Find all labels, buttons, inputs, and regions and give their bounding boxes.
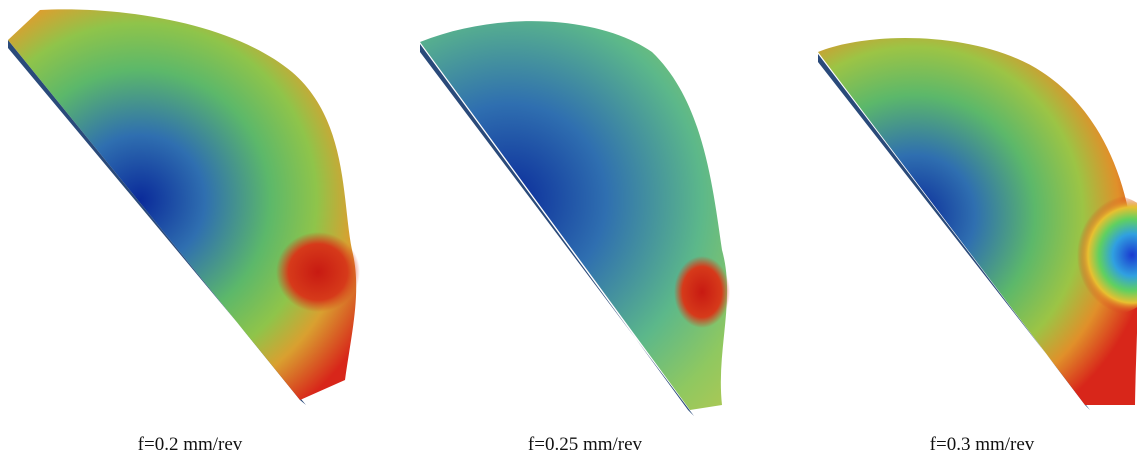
surface-map [420,21,728,410]
surface-map [818,38,1137,405]
caption: f=0.3 mm/rev [930,434,1035,455]
wear-region [674,256,730,328]
wear-region [276,232,360,312]
caption: f=0.2 mm/rev [138,434,243,455]
caption: f=0.25 mm/rev [528,434,643,455]
crater [1055,195,1137,315]
surface-map [8,9,357,401]
